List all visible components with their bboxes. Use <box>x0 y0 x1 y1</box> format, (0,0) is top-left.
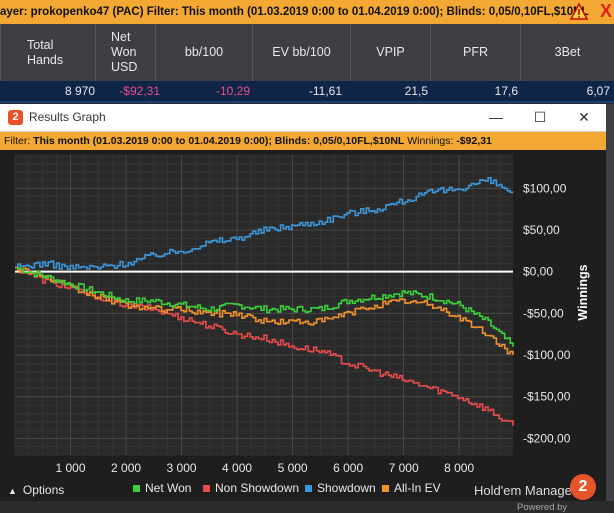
close-button[interactable]: ✕ <box>578 109 590 125</box>
options-button[interactable]: ▲ Options <box>0 480 64 501</box>
filter-value: This month (01.03.2019 0:00 to 01.04.201… <box>33 135 405 147</box>
legend-label: Showdown <box>317 481 376 495</box>
x-tick-label: 5 000 <box>278 461 308 475</box>
y-tick-label: -$100,00 <box>523 348 571 362</box>
series-line-net-won <box>15 266 514 347</box>
y-tick-label: $100,00 <box>523 181 567 195</box>
legend-item-showdown[interactable]: Showdown <box>305 481 376 495</box>
options-label: Options <box>22 483 65 497</box>
cell-ev-bb100: -11,61 <box>308 84 342 98</box>
background-window-edge <box>606 104 614 501</box>
powered-by-label: Powered by <box>517 502 568 513</box>
chart-svg: $100,00 $50,00 $0,00 -$50,00 -$100,00 -$150,0… <box>14 154 590 475</box>
col-ev-bb100[interactable]: EV bb/100 <box>252 24 350 81</box>
x-tick-label: 3 000 <box>167 461 197 475</box>
stats-table-header: Total Hands Net Won USD bb/100 EV bb/100… <box>0 24 614 81</box>
window-titlebar[interactable]: 2 Results Graph — ☐ ✕ <box>0 104 606 132</box>
col-3bet[interactable]: 3Bet <box>520 24 614 81</box>
holdem-manager-logo: 2 <box>570 474 596 500</box>
y-tick-label: -$150,00 <box>523 390 571 404</box>
col-net-won[interactable]: Net Won USD <box>95 24 155 81</box>
stats-row[interactable]: 8 970 -$92,31 -10,29 -11,61 21,5 17,6 6,… <box>0 81 614 103</box>
filter-bar: ayer: prokopenko47 (PAC) Filter: This mo… <box>0 0 614 24</box>
maximize-button[interactable]: ☐ <box>533 109 547 125</box>
cell-pfr: 17,6 <box>494 84 518 98</box>
app-logo-icon: 2 <box>8 110 23 125</box>
y-tick-label: -$200,00 <box>523 431 571 445</box>
results-graph-window: 2 Results Graph — ☐ ✕ Filter: This month… <box>0 104 606 513</box>
x-tick-label: 6 000 <box>333 461 363 475</box>
cell-net-won: -$92,31 <box>119 84 160 98</box>
window-title: Results Graph <box>29 110 106 124</box>
cell-bb100: -10,29 <box>215 84 250 98</box>
x-tick-label: 7 000 <box>389 461 419 475</box>
product-name: Hold'em Manager <box>474 483 577 498</box>
x-tick-label: 8 000 <box>444 461 474 475</box>
y-tick-label: $50,00 <box>523 223 560 237</box>
col-vpip[interactable]: VPIP <box>350 24 430 81</box>
legend-label: Non Showdown <box>215 481 300 495</box>
close-icon[interactable]: X <box>599 1 612 21</box>
legend-item-net-won[interactable]: Net Won <box>133 481 191 495</box>
expand-up-icon: ▲ <box>8 486 17 496</box>
y-axis-label: Winnings <box>576 264 590 320</box>
results-chart: $100,00 $50,00 $0,00 -$50,00 -$100,00 -$150,0… <box>0 150 606 501</box>
graph-filter-bar: Filter: This month (01.03.2019 0:00 to 0… <box>0 132 606 150</box>
winnings-label: Winnings: <box>404 135 457 147</box>
series-line-non-showdown <box>15 266 514 426</box>
legend-swatch <box>203 485 210 493</box>
cell-total-hands: 8 970 <box>64 84 95 98</box>
winnings-value: -$92,31 <box>456 135 492 147</box>
x-tick-label: 4 000 <box>222 461 252 475</box>
x-tick-label: 1 000 <box>56 461 86 475</box>
legend-label: Net Won <box>145 481 192 495</box>
legend-swatch <box>382 485 389 493</box>
col-total-hands[interactable]: Total Hands <box>0 24 95 81</box>
series-line-showdown <box>15 177 514 270</box>
legend-swatch <box>133 485 140 493</box>
filter-label: Filter: <box>4 135 34 147</box>
cell-3bet: 6,07 <box>586 84 610 98</box>
legend-item-all-in-ev[interactable]: All-In EV <box>382 481 441 495</box>
y-tick-label: $0,00 <box>523 265 553 279</box>
warning-icon <box>570 3 588 20</box>
legend-item-non-showdown[interactable]: Non Showdown <box>203 481 299 495</box>
cell-vpip: 21,5 <box>404 84 428 98</box>
series-line-all-in-ev <box>15 266 514 355</box>
legend-label: All-In EV <box>394 481 441 495</box>
col-bb100[interactable]: bb/100 <box>155 24 252 81</box>
y-tick-label: -$50,00 <box>523 306 564 320</box>
legend-swatch <box>305 485 312 493</box>
x-tick-label: 2 000 <box>111 461 141 475</box>
filter-text: ayer: prokopenko47 (PAC) Filter: This mo… <box>0 6 589 18</box>
col-pfr[interactable]: PFR <box>430 24 520 81</box>
minimize-button[interactable]: — <box>489 109 503 125</box>
